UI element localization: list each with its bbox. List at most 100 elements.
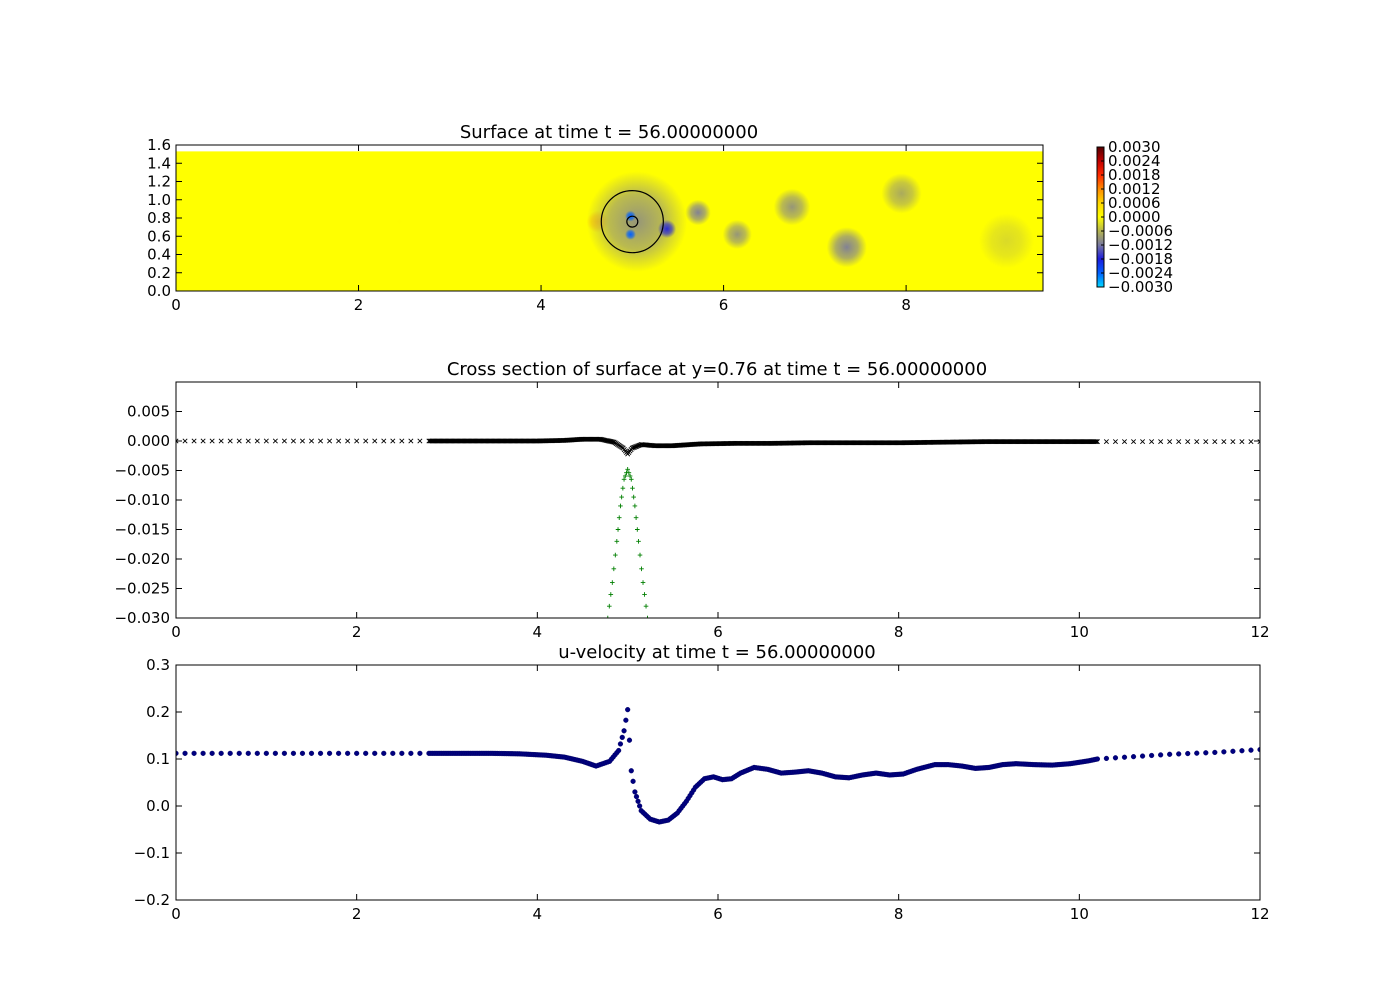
y-tick-label: −0.025: [114, 580, 170, 598]
data-point: [631, 494, 636, 500]
heatmap-contour-circle: [626, 215, 639, 228]
data-point: [227, 750, 233, 756]
data-point: [1212, 749, 1218, 756]
data-point: [1212, 439, 1218, 445]
x-tick-label: 0: [171, 905, 181, 923]
data-point: [308, 438, 315, 444]
data-point: [1221, 749, 1227, 755]
data-point: [218, 438, 224, 444]
data-point: [1094, 756, 1101, 762]
cross-section-frame: [175, 381, 1261, 619]
y-tick-label: 1.0: [147, 191, 171, 209]
data-point: [632, 789, 638, 795]
y-tick-label: 1.6: [147, 136, 171, 154]
heatmap-feature: [979, 213, 1034, 269]
x-tick-label: 2: [354, 296, 364, 314]
data-point: [620, 485, 626, 491]
y-tick-label: 0.0: [147, 282, 171, 300]
surface-heatmap-x-ticks: 0 2 4 6 8: [171, 145, 911, 314]
data-point: [408, 750, 414, 756]
heatmap-feature: [657, 219, 677, 239]
surface-heatmap-panel: Surface at time t = 56.00000000 0 2 4 6 8 0.…: [147, 122, 1044, 314]
data-point: [1221, 439, 1227, 445]
data-point: [630, 778, 636, 784]
data-point: [1203, 750, 1209, 756]
surface-heatmap-title: Surface at time t = 56.00000000: [460, 122, 758, 143]
y-tick-label: 0.3: [146, 656, 170, 674]
data-point: [1140, 439, 1146, 445]
y-tick-label: −0.010: [114, 491, 170, 509]
data-point: [611, 566, 617, 572]
data-point: [632, 503, 638, 509]
data-point: [336, 750, 342, 756]
colorbar-tick-label: −0.0018: [1108, 250, 1173, 268]
surface-heatmap-y-ticks: 0.00.20.40.60.81.01.21.41.6: [147, 136, 1043, 300]
data-point: [1167, 751, 1173, 757]
data-point: [627, 473, 633, 479]
data-point: [299, 438, 305, 444]
data-point: [1131, 439, 1137, 445]
data-point: [390, 438, 396, 444]
data-point: [1257, 439, 1260, 445]
data-point: [1194, 750, 1200, 756]
colorbar-tick-label: 0.0030: [1108, 138, 1161, 156]
data-point: [635, 527, 640, 532]
data-point: [176, 438, 179, 444]
data-point: [619, 734, 625, 740]
data-point: [1112, 755, 1119, 761]
data-point: [209, 438, 215, 444]
data-point: [191, 438, 197, 444]
u-velocity-frame: [175, 664, 1261, 901]
data-point: [619, 494, 624, 500]
x-tick-label: 10: [1070, 905, 1089, 923]
data-point: [628, 768, 634, 774]
data-point: [1230, 439, 1236, 445]
x-tick-label: 6: [713, 905, 723, 923]
data-point: [626, 737, 633, 743]
data-point: [1139, 753, 1146, 759]
data-point: [363, 750, 369, 756]
data-point: [182, 750, 188, 756]
data-point: [200, 750, 206, 756]
data-point: [621, 477, 627, 482]
data-point: [345, 438, 351, 444]
data-point: [623, 717, 629, 723]
y-tick-label: 0.2: [147, 264, 171, 282]
data-point: [363, 438, 369, 444]
x-tick-label: 8: [901, 296, 911, 314]
data-point: [399, 750, 405, 756]
y-tick-label: 0.2: [146, 703, 170, 721]
data-point: [227, 438, 233, 444]
surface-heatmap-field: [176, 145, 1043, 291]
data-point: [1103, 755, 1110, 762]
heatmap-feature: [396, 218, 403, 225]
data-point: [1185, 750, 1191, 757]
x-tick-label: 8: [894, 623, 904, 641]
data-point: [281, 750, 288, 756]
x-tick-label: 4: [536, 296, 546, 314]
data-point: [381, 438, 387, 444]
data-point: [1130, 754, 1137, 760]
data-point: [290, 750, 297, 756]
data-point: [643, 603, 649, 609]
data-point: [625, 467, 630, 472]
data-point: [408, 438, 414, 444]
data-point: [1185, 439, 1191, 445]
data-point: [1203, 439, 1209, 445]
data-point: [635, 798, 641, 804]
y-tick-label: 0.005: [127, 403, 170, 421]
data-point: [628, 477, 634, 482]
colorbar-tick-label: −0.0012: [1108, 236, 1173, 254]
data-point: [615, 527, 621, 532]
data-point: [636, 539, 641, 544]
colorbar-tick-label: 0.0012: [1108, 180, 1161, 198]
data-point: [272, 438, 278, 444]
cross-section-series: [176, 436, 1260, 618]
data-point: [218, 750, 224, 756]
data-point: [639, 566, 644, 572]
x-tick-label: 10: [1070, 623, 1089, 641]
y-tick-label: 0.8: [147, 209, 171, 227]
data-point: [642, 592, 647, 597]
data-point: [372, 750, 378, 756]
data-point: [1158, 752, 1164, 758]
